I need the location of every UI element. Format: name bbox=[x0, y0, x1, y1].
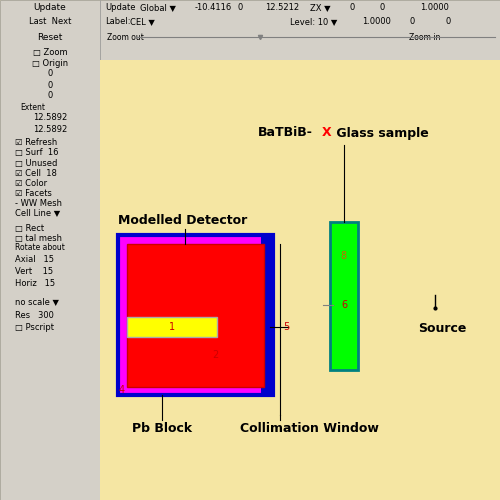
Text: Cell Line ▼: Cell Line ▼ bbox=[15, 208, 60, 218]
Text: 0: 0 bbox=[410, 18, 415, 26]
Text: 0: 0 bbox=[380, 4, 385, 13]
Text: 2: 2 bbox=[212, 350, 218, 360]
Text: ☑ Refresh: ☑ Refresh bbox=[15, 138, 57, 146]
Bar bbox=[127, 244, 264, 387]
Text: 0: 0 bbox=[238, 4, 243, 13]
Text: Pb Block: Pb Block bbox=[132, 422, 192, 434]
Bar bbox=[261, 235, 273, 395]
Text: 12.5892: 12.5892 bbox=[33, 126, 67, 134]
Text: □ Unused: □ Unused bbox=[15, 158, 58, 168]
Text: Reset: Reset bbox=[38, 34, 62, 42]
Text: ☑ Color: ☑ Color bbox=[15, 178, 47, 188]
Text: Extent: Extent bbox=[20, 102, 45, 112]
Text: Last  Next: Last Next bbox=[29, 18, 71, 26]
Text: Modelled Detector: Modelled Detector bbox=[118, 214, 247, 226]
Text: - WW Mesh: - WW Mesh bbox=[15, 198, 62, 207]
Text: X: X bbox=[322, 126, 332, 140]
Text: BaTBiB-: BaTBiB- bbox=[258, 126, 313, 140]
Text: 0: 0 bbox=[445, 18, 450, 26]
Text: □ Surf  16: □ Surf 16 bbox=[15, 148, 59, 158]
Text: 1: 1 bbox=[169, 322, 175, 332]
Text: 8: 8 bbox=[340, 251, 346, 261]
Text: Global ▼: Global ▼ bbox=[140, 4, 176, 13]
Text: Level: 10 ▼: Level: 10 ▼ bbox=[290, 18, 338, 26]
Text: Source: Source bbox=[418, 322, 467, 334]
Text: 0: 0 bbox=[48, 92, 52, 100]
Text: 0: 0 bbox=[48, 70, 52, 78]
Text: Collimation Window: Collimation Window bbox=[240, 422, 379, 434]
Text: Axial   15: Axial 15 bbox=[15, 256, 54, 264]
Text: 12.5212: 12.5212 bbox=[265, 4, 299, 13]
Bar bbox=[127, 317, 217, 337]
Text: 5: 5 bbox=[283, 322, 289, 332]
Text: 1.0000: 1.0000 bbox=[362, 18, 391, 26]
Bar bbox=[0, 0, 100, 500]
Text: Glass sample: Glass sample bbox=[332, 126, 429, 140]
Text: □ Origin: □ Origin bbox=[32, 58, 68, 68]
Text: CEL ▼: CEL ▼ bbox=[130, 18, 155, 26]
Text: Update: Update bbox=[34, 4, 66, 13]
Text: -10.4116: -10.4116 bbox=[195, 4, 232, 13]
Text: 1.0000: 1.0000 bbox=[420, 4, 449, 13]
Text: 12.5892: 12.5892 bbox=[33, 114, 67, 122]
Bar bbox=[100, 60, 500, 500]
Text: □ Rect: □ Rect bbox=[15, 224, 44, 232]
Text: □ Pscript: □ Pscript bbox=[15, 324, 54, 332]
Text: ☑ Facets: ☑ Facets bbox=[15, 188, 52, 198]
Text: 4: 4 bbox=[119, 385, 125, 395]
Text: Horiz   15: Horiz 15 bbox=[15, 280, 55, 288]
Text: Res   300: Res 300 bbox=[15, 310, 54, 320]
Text: no scale ▼: no scale ▼ bbox=[15, 298, 59, 306]
Text: ZX ▼: ZX ▼ bbox=[310, 4, 330, 13]
Text: □ tal mesh: □ tal mesh bbox=[15, 234, 62, 242]
Text: ☑ Cell  18: ☑ Cell 18 bbox=[15, 168, 57, 177]
Text: Zoom in: Zoom in bbox=[408, 32, 440, 42]
Bar bbox=[118, 235, 273, 395]
Bar bbox=[330, 222, 358, 370]
Text: Label:: Label: bbox=[105, 18, 130, 26]
Text: Update: Update bbox=[105, 4, 136, 13]
Text: Vert    15: Vert 15 bbox=[15, 268, 53, 276]
Text: 6: 6 bbox=[341, 300, 347, 310]
Bar bbox=[100, 0, 500, 60]
Text: 0: 0 bbox=[48, 80, 52, 90]
Text: Rotate about: Rotate about bbox=[15, 244, 65, 252]
Text: Zoom out: Zoom out bbox=[107, 32, 144, 42]
Text: 0: 0 bbox=[350, 4, 355, 13]
Text: □ Zoom: □ Zoom bbox=[32, 48, 68, 56]
